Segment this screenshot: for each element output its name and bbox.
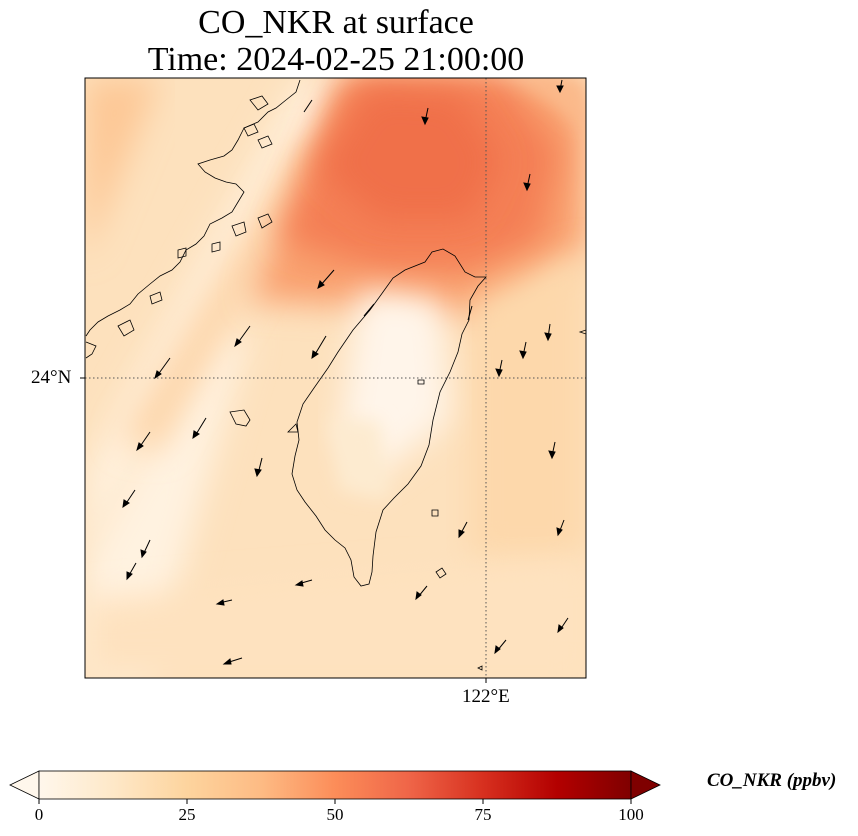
colorbar-extend-low: [9, 770, 40, 800]
wind-arrow: [294, 579, 313, 587]
wind-arrow: [519, 341, 527, 360]
wind-arrow: [495, 359, 503, 378]
figure-title: CO_NKR at surface: [198, 4, 474, 41]
figure-subtitle: Time: 2024-02-25 21:00:00: [147, 41, 525, 78]
colorbar-tick-label: 100: [618, 805, 644, 824]
wind-arrow: [363, 303, 375, 317]
wind-arrow: [303, 99, 313, 113]
colorbar-tick-label: 50: [326, 805, 344, 824]
wind-arrow: [548, 441, 556, 460]
colorbar-tick-label: 25: [178, 805, 196, 824]
wind-arrow: [421, 107, 429, 126]
gridlines: [85, 78, 586, 678]
wind-arrow: [192, 417, 207, 440]
wind-arrow: [523, 173, 531, 192]
wind-arrow: [556, 79, 564, 94]
wind-arrow: [154, 357, 171, 380]
wind-arrow: [317, 269, 335, 289]
wind-arrow: [557, 617, 569, 634]
taiwan-coastline: [291, 248, 487, 587]
wind-arrow: [136, 431, 151, 452]
wind-arrow: [556, 519, 565, 537]
wind-arrow: [467, 305, 473, 321]
wind-arrow: [458, 521, 468, 539]
wind-arrow: [311, 335, 327, 360]
colorbar-bar: [38, 770, 632, 800]
latitude-label: 24°N: [31, 367, 72, 388]
wind-vectors: [122, 79, 569, 665]
wind-arrow: [254, 457, 263, 478]
wind-arrow: [234, 325, 251, 348]
wind-arrow: [140, 539, 151, 559]
wind-arrow: [494, 639, 507, 655]
wind-arrow: [222, 657, 243, 665]
colorbar-tick-label: 0: [34, 805, 44, 824]
longitude-label: 122°E: [462, 686, 510, 707]
coastlines: [85, 79, 586, 671]
concentration-field: [85, 78, 586, 678]
wind-arrow: [126, 562, 137, 581]
colorbar-label: CO_NKR (ppbv): [707, 770, 837, 791]
wind-arrow: [215, 599, 233, 606]
wind-arrow: [544, 323, 552, 342]
wind-arrow: [415, 585, 428, 601]
colorbar-extend-high: [630, 770, 661, 800]
colorbar-tick-label: 75: [474, 805, 492, 824]
wind-arrow: [122, 489, 136, 509]
colorbar: [9, 770, 661, 804]
